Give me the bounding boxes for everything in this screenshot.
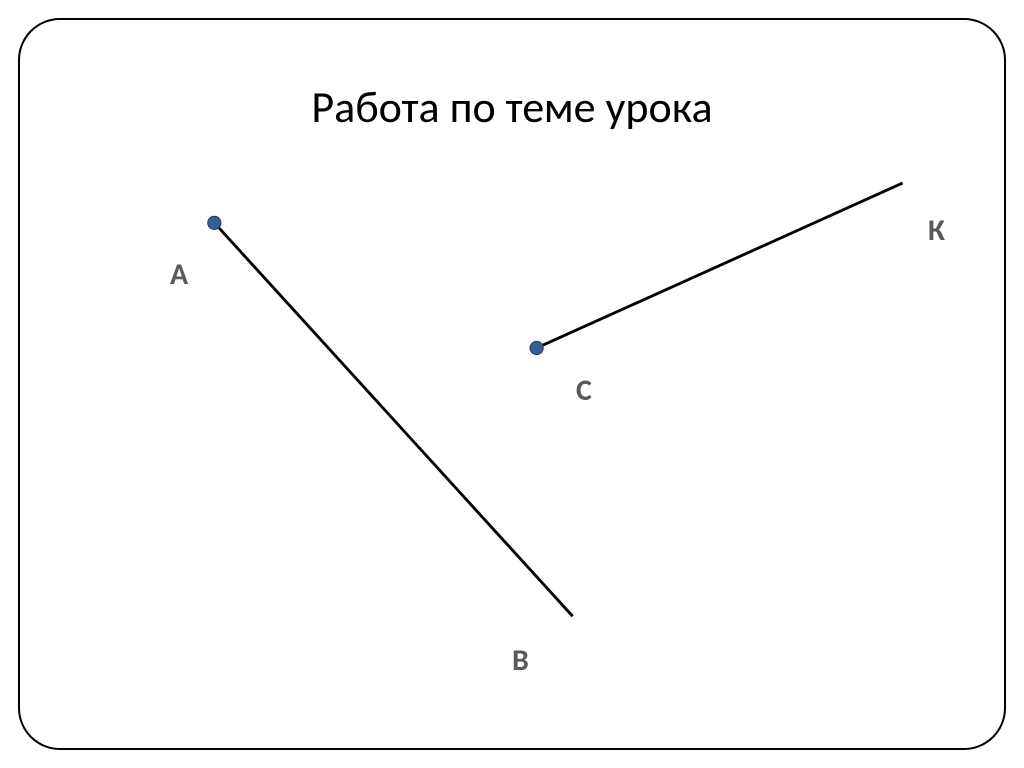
label-K: К xyxy=(928,212,945,249)
slide-frame: Работа по теме урока А В С К xyxy=(18,18,1006,750)
point-A xyxy=(208,216,221,229)
segment-AB xyxy=(214,223,572,616)
label-B: В xyxy=(512,642,529,679)
label-A: А xyxy=(170,256,188,293)
label-C: С xyxy=(576,372,592,409)
segment-CK xyxy=(537,183,903,348)
slide-title: Работа по теме урока xyxy=(20,80,1004,134)
point-C xyxy=(530,341,543,354)
